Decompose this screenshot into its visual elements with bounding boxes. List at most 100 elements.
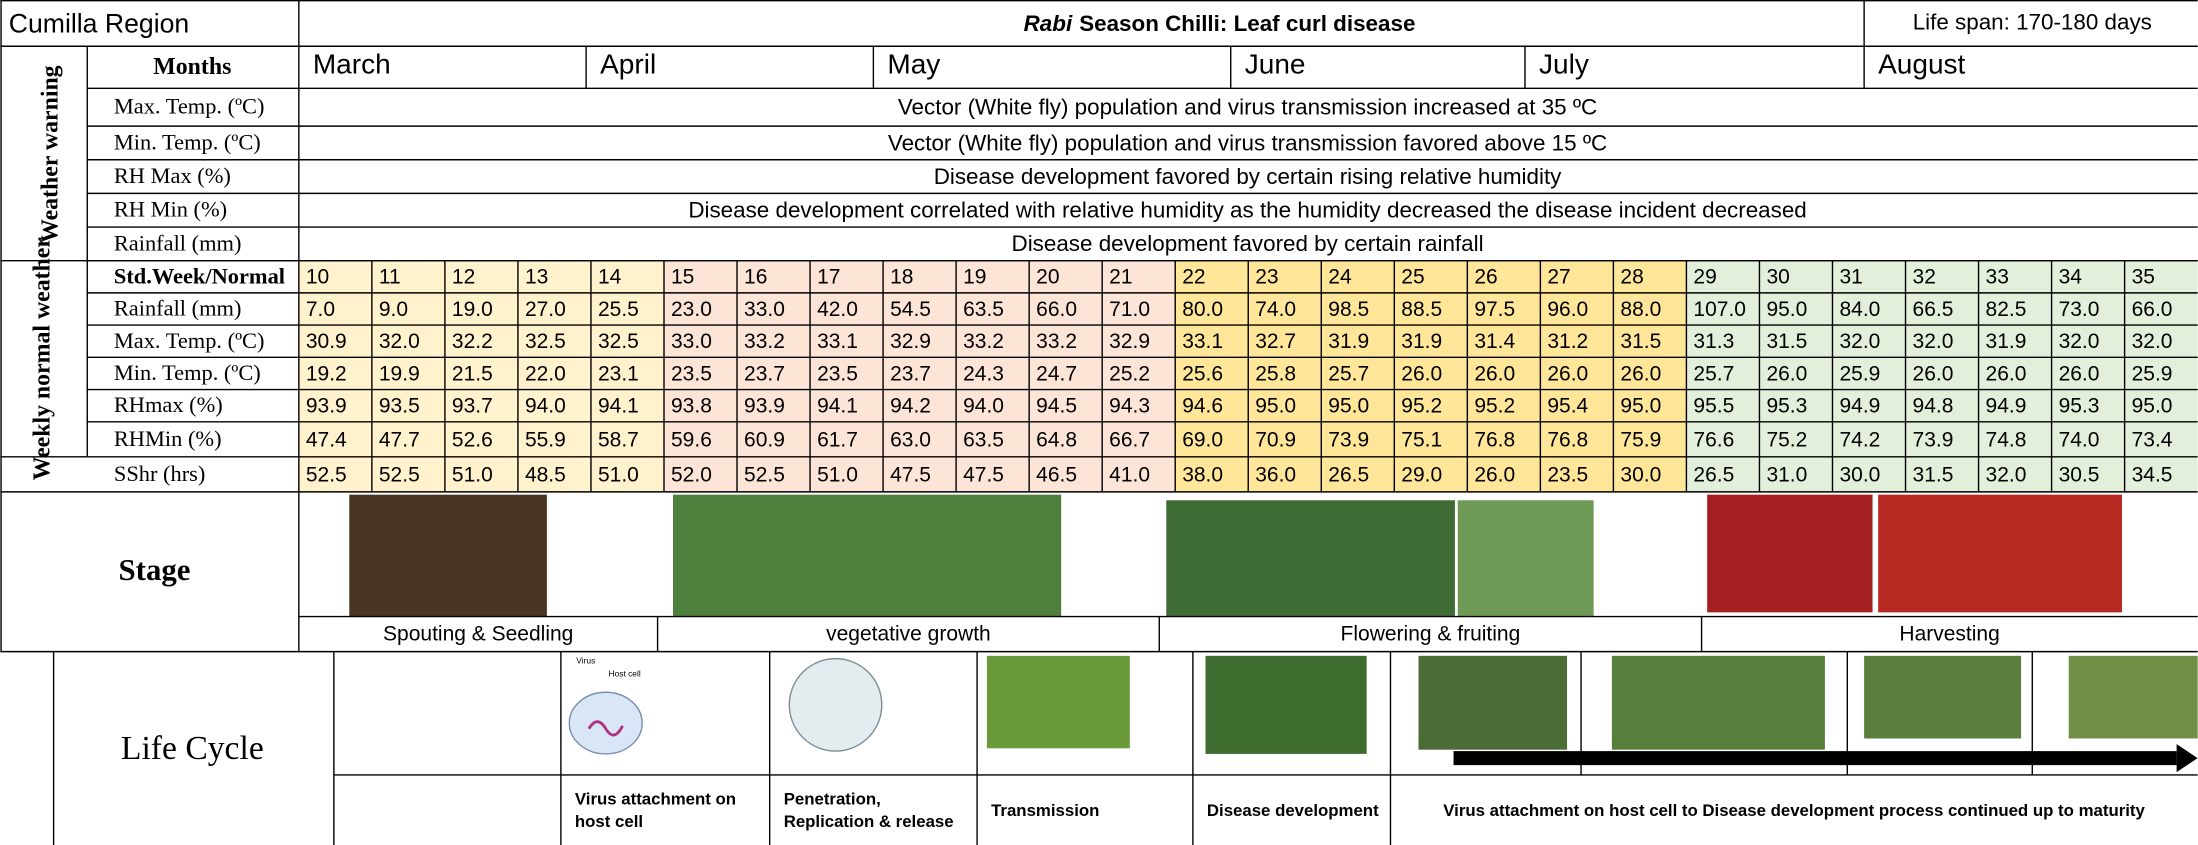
cell-value: 10 bbox=[306, 266, 329, 289]
cell-value: 32 bbox=[1913, 266, 1936, 289]
cell-value: 23.5 bbox=[817, 362, 858, 385]
cell-value: 9.0 bbox=[379, 298, 408, 321]
cell-value: 32.0 bbox=[1986, 463, 2027, 486]
cell-value: 32.0 bbox=[2132, 330, 2173, 353]
cell-value: 26.0 bbox=[1474, 463, 1515, 486]
cell-value: 74.0 bbox=[1255, 298, 1296, 321]
photo bbox=[1864, 656, 2021, 739]
cell-value: 24.3 bbox=[963, 362, 1004, 385]
cell-value: 73.4 bbox=[2132, 428, 2173, 451]
cell-value: 74.2 bbox=[1839, 428, 1880, 451]
cell-value: 52.0 bbox=[671, 463, 712, 486]
cell-value: 24.7 bbox=[1036, 362, 1077, 385]
illustration bbox=[789, 659, 881, 751]
cell-value: 76.6 bbox=[1693, 428, 1734, 451]
cell-value: 25.5 bbox=[598, 298, 639, 321]
cell-value: 15 bbox=[671, 266, 694, 289]
cell-value: 95.2 bbox=[1474, 395, 1515, 418]
cell-value: 30 bbox=[1766, 266, 1789, 289]
cell-value: 17 bbox=[817, 266, 840, 289]
cell-value: 46.5 bbox=[1036, 463, 1077, 486]
cell-value: 33.2 bbox=[744, 330, 785, 353]
cell-value: 66.5 bbox=[1913, 298, 1954, 321]
warning-note: Disease development correlated with rela… bbox=[688, 198, 1806, 223]
cell-value: 55.9 bbox=[525, 428, 566, 451]
cell-value: 80.0 bbox=[1182, 298, 1223, 321]
cell-value: 93.9 bbox=[744, 395, 785, 418]
cell-value: 31.5 bbox=[1620, 330, 1661, 353]
page: Cumilla RegionRabiSeason Chilli: Leaf cu… bbox=[0, 0, 2198, 845]
cell-value: 26 bbox=[1474, 266, 1497, 289]
cell-value: 26.5 bbox=[1328, 463, 1369, 486]
parameter: RH Min (%) bbox=[114, 197, 227, 222]
cell-value: 26.0 bbox=[1766, 362, 1807, 385]
cell-value: 33.2 bbox=[1036, 330, 1077, 353]
cell-value: 47.7 bbox=[379, 428, 420, 451]
cell-value: 34 bbox=[2059, 266, 2083, 289]
cell-value: 7.0 bbox=[306, 298, 335, 321]
cell-value: 75.2 bbox=[1766, 428, 1807, 451]
cell-value: 32.2 bbox=[452, 330, 493, 353]
cell-value: 33.1 bbox=[817, 330, 858, 353]
cell-value: 20 bbox=[1036, 266, 1059, 289]
cell-value: 95.0 bbox=[1328, 395, 1369, 418]
cell-value: 95.3 bbox=[1766, 395, 1807, 418]
parameter: Min. Temp. (ºC) bbox=[114, 360, 261, 385]
life-cycle-step: host cell bbox=[575, 812, 643, 831]
cell-value: 31.5 bbox=[1913, 463, 1954, 486]
cell-value: 47.5 bbox=[890, 463, 931, 486]
life-cycle-step: Penetration, bbox=[784, 790, 881, 809]
cell-value: 94.9 bbox=[1839, 395, 1880, 418]
cell-value: 32.7 bbox=[1255, 330, 1296, 353]
cell-value: 93.7 bbox=[452, 395, 493, 418]
cell-value: 97.5 bbox=[1474, 298, 1515, 321]
stage-name: Flowering & fruiting bbox=[1341, 622, 1521, 645]
cell-value: 32.0 bbox=[1839, 330, 1880, 353]
cell-value: 26.0 bbox=[1401, 362, 1442, 385]
cell-value: 82.5 bbox=[1986, 298, 2027, 321]
cell-value: 66.7 bbox=[1109, 428, 1150, 451]
parameter: Rainfall (mm) bbox=[114, 230, 242, 255]
cell-value: 26.0 bbox=[1547, 362, 1588, 385]
cell-value: 30.9 bbox=[306, 330, 347, 353]
cell-value: 13 bbox=[525, 266, 548, 289]
life-span: Life span: 170-180 days bbox=[1913, 10, 2152, 35]
cell-value: 26.5 bbox=[1693, 463, 1734, 486]
cell-value: 25.6 bbox=[1182, 362, 1223, 385]
stage-label: Stage bbox=[119, 553, 191, 587]
cell-value: 25.7 bbox=[1328, 362, 1369, 385]
cell-value: 25.2 bbox=[1109, 362, 1150, 385]
cell-value: 21 bbox=[1109, 266, 1132, 289]
cell-value: 18 bbox=[890, 266, 913, 289]
cell-value: 19.2 bbox=[306, 362, 347, 385]
cell-value: 88.5 bbox=[1401, 298, 1442, 321]
photo bbox=[1166, 500, 1455, 616]
months-label: Months bbox=[153, 54, 231, 80]
cell-value: 34.5 bbox=[2132, 463, 2173, 486]
cell-value: 59.6 bbox=[671, 428, 712, 451]
parameter: Rainfall (mm) bbox=[114, 296, 242, 321]
photo bbox=[673, 495, 1061, 617]
cell-value: 35 bbox=[2132, 266, 2155, 289]
cell-value: 31.4 bbox=[1474, 330, 1515, 353]
cell-value: 94.9 bbox=[1986, 395, 2027, 418]
cell-value: 32.0 bbox=[379, 330, 420, 353]
cell-value: 25.9 bbox=[1839, 362, 1880, 385]
month: June bbox=[1245, 48, 1306, 79]
photo bbox=[2069, 656, 2198, 739]
cell-value: 74.0 bbox=[2059, 428, 2100, 451]
cell-value: 26.0 bbox=[2059, 362, 2100, 385]
cell-value: 23.5 bbox=[1547, 463, 1588, 486]
life-cycle-step: Transmission bbox=[991, 801, 1099, 820]
cell-value: 61.7 bbox=[817, 428, 858, 451]
photo bbox=[1707, 495, 1872, 613]
cell-value: 27.0 bbox=[525, 298, 566, 321]
parameter: SShr (hrs) bbox=[114, 461, 206, 486]
cell-value: 96.0 bbox=[1547, 298, 1588, 321]
cell-value: 33.0 bbox=[671, 330, 712, 353]
photo bbox=[1878, 495, 2122, 613]
cell-value: 52.5 bbox=[379, 463, 420, 486]
cell-value: 33 bbox=[1986, 266, 2009, 289]
cell-value: 54.5 bbox=[890, 298, 931, 321]
cell-value: 29 bbox=[1693, 266, 1716, 289]
